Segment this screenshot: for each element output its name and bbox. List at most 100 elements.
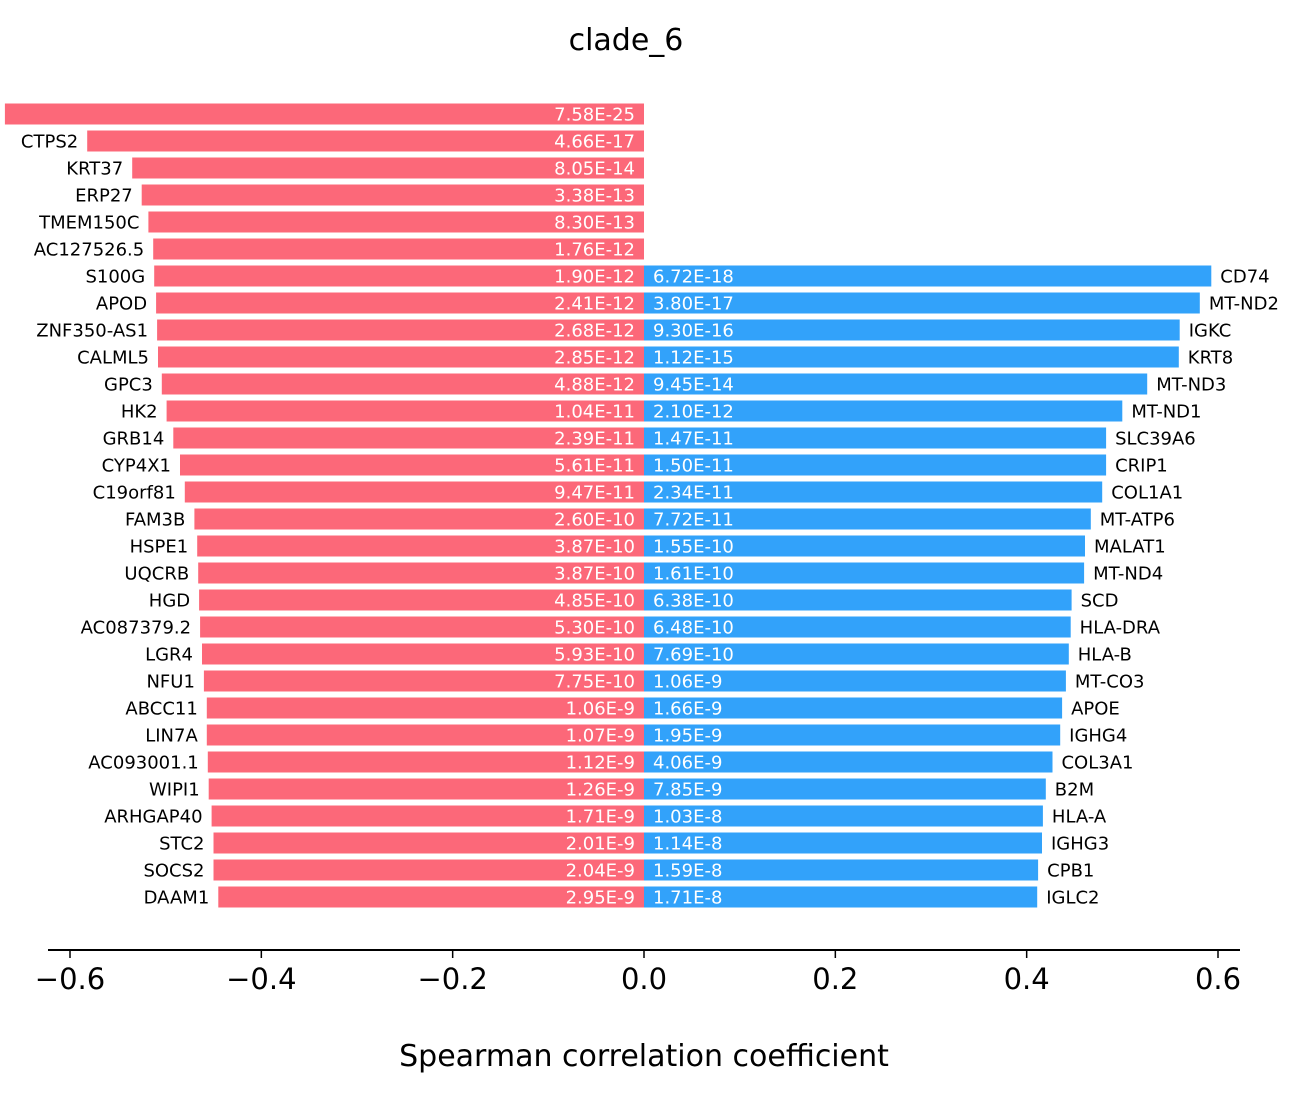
bar-negative-ABCC11 xyxy=(206,697,645,719)
bar-positive-SLC39A6 xyxy=(644,427,1107,449)
gene-label: CYP4X1 xyxy=(102,456,171,477)
pvalue-label: 2.41E-12 xyxy=(554,294,635,315)
bar-positive-HLA-A xyxy=(644,805,1043,827)
pvalue-label: 5.93E-10 xyxy=(554,645,635,666)
gene-label: KRT8 xyxy=(1188,348,1233,369)
gene-label: APOD xyxy=(96,294,147,315)
gene-label: AC093001.1 xyxy=(88,753,198,774)
gene-label: ZNF350-AS1 xyxy=(36,321,148,342)
bar-positive-IGLC2 xyxy=(644,886,1038,908)
bar-negative-C19orf81 xyxy=(184,481,645,503)
gene-label: MT-CO3 xyxy=(1075,672,1145,693)
pvalue-label: 1.50E-11 xyxy=(653,456,734,477)
pvalue-label: 1.59E-8 xyxy=(653,861,722,882)
pvalue-label: 4.85E-10 xyxy=(554,591,635,612)
gene-label: UQCRB xyxy=(124,564,189,585)
bar-positive-APOE xyxy=(644,697,1063,719)
pvalue-label: 2.10E-12 xyxy=(653,402,734,423)
gene-label: B2M xyxy=(1055,780,1094,801)
pvalue-label: 1.55E-10 xyxy=(653,537,734,558)
pvalue-label: 1.07E-9 xyxy=(566,726,635,747)
bar-negative-WIPI1 xyxy=(208,778,644,800)
gene-label: AC087379.2 xyxy=(81,618,191,639)
gene-label: CTPS2 xyxy=(21,132,78,153)
pvalue-label: 7.72E-11 xyxy=(653,510,734,531)
bar-positive-SCD xyxy=(644,589,1072,611)
gene-label: CD74 xyxy=(1220,267,1269,288)
bar-negative-S100G xyxy=(154,265,644,287)
pvalue-label: 9.45E-14 xyxy=(653,375,734,396)
gene-label: STC2 xyxy=(159,834,204,855)
pvalue-label: 2.85E-12 xyxy=(554,348,635,369)
bar-positive-MT-ATP6 xyxy=(644,508,1091,530)
gene-label: MT-ND4 xyxy=(1093,564,1163,585)
pvalue-label: 1.14E-8 xyxy=(653,834,722,855)
bar-positive-COL3A1 xyxy=(644,751,1053,773)
x-tick-label: 0.0 xyxy=(621,962,667,996)
bar-negative-GPC3 xyxy=(161,373,645,395)
bar-negative-ERP27 xyxy=(141,184,644,206)
pvalue-label: 1.61E-10 xyxy=(653,564,734,585)
bar-positive-MT-ND2 xyxy=(644,292,1200,314)
gene-label: NFU1 xyxy=(146,672,194,693)
gene-label: HSPE1 xyxy=(130,537,189,558)
gene-label: S100G xyxy=(85,267,145,288)
pvalue-label: 2.39E-11 xyxy=(554,429,635,450)
pvalue-label: 2.01E-9 xyxy=(566,834,635,855)
gene-label: IGKC xyxy=(1189,321,1232,342)
bar-negative-LGR4 xyxy=(202,643,644,665)
bar-positive-HLA-B xyxy=(644,643,1069,665)
pvalue-label: 7.58E-25 xyxy=(554,105,635,126)
x-axis-label: Spearman correlation coefficient xyxy=(399,1039,889,1074)
bar-negative-APOD xyxy=(156,292,644,314)
x-tick-label: −0.2 xyxy=(417,962,487,996)
bar-positive-MT-ND4 xyxy=(644,562,1085,584)
bar-negative-AC127526.5 xyxy=(153,238,644,260)
bar-positive-CD74 xyxy=(644,265,1212,287)
bar-positive-IGHG4 xyxy=(644,724,1061,746)
bar-positive-HLA-DRA xyxy=(644,616,1071,638)
bar-negative-STC2 xyxy=(213,832,644,854)
bar-negative-GRB14 xyxy=(173,427,645,449)
bar-negative-AC087379.2 xyxy=(200,616,644,638)
gene-label: WIPI1 xyxy=(149,780,200,801)
pvalue-label: 1.03E-8 xyxy=(653,807,722,828)
bars-group xyxy=(4,103,1212,908)
gene-label: HK2 xyxy=(121,402,158,423)
bar-positive-KRT8 xyxy=(644,346,1179,368)
x-tick-label: −0.6 xyxy=(35,962,105,996)
gene-label: ABCC11 xyxy=(125,699,197,720)
gene-label: MT-ND3 xyxy=(1156,375,1226,396)
gene-label: IGHG4 xyxy=(1069,726,1127,747)
gene-label: GRB14 xyxy=(103,429,165,450)
gene-label: CPB1 xyxy=(1047,861,1094,882)
gene-label: COL3A1 xyxy=(1061,753,1133,774)
pvalue-label: 1.06E-9 xyxy=(653,672,722,693)
gene-label: HLA-A xyxy=(1052,807,1107,828)
pvalue-label: 2.60E-10 xyxy=(554,510,635,531)
pvalue-label: 9.30E-16 xyxy=(653,321,734,342)
gene-label: LIN7A xyxy=(145,726,198,747)
pvalue-label: 1.47E-11 xyxy=(653,429,734,450)
bar-negative-TMEM150C xyxy=(148,211,644,233)
gene-label: COL1A1 xyxy=(1111,483,1183,504)
gene-label: AC127526.5 xyxy=(34,240,144,261)
gene-label: DAAM1 xyxy=(144,888,210,909)
gene-label: KRT37 xyxy=(66,159,123,180)
gene-label: MALAT1 xyxy=(1094,537,1166,558)
pvalue-label: 8.30E-13 xyxy=(554,213,635,234)
gene-label: FAM3B xyxy=(125,510,185,531)
chart-title: clade_6 xyxy=(569,23,684,58)
bar-negative-CYP4X1 xyxy=(180,454,644,476)
x-tick-label: 0.6 xyxy=(1195,962,1241,996)
gene-label: SCD xyxy=(1081,591,1119,612)
bar-negative-CTPS2 xyxy=(87,130,644,152)
gene-label: SOCS2 xyxy=(143,861,204,882)
pvalue-label: 1.12E-15 xyxy=(653,348,734,369)
bar-positive-CPB1 xyxy=(644,859,1039,881)
bar-negative-HK2 xyxy=(166,400,644,422)
bar-negative-DAAM1 xyxy=(218,886,645,908)
pvalue-label: 7.69E-10 xyxy=(653,645,734,666)
pvalue-label: 2.95E-9 xyxy=(566,888,635,909)
